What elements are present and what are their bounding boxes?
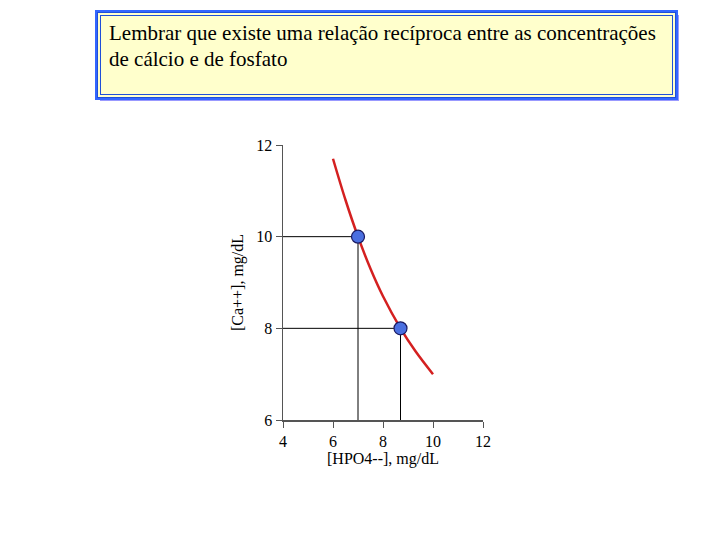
svg-text:6: 6 (264, 412, 272, 429)
svg-text:6: 6 (329, 433, 337, 450)
svg-text:8: 8 (264, 320, 272, 337)
svg-text:10: 10 (425, 433, 441, 450)
svg-text:12: 12 (475, 433, 491, 450)
svg-text:12: 12 (256, 137, 272, 154)
svg-text:10: 10 (256, 228, 272, 245)
svg-text:[HPO4--], mg/dL: [HPO4--], mg/dL (327, 450, 439, 468)
svg-text:4: 4 (279, 433, 287, 450)
svg-text:[Ca++], mg/dL: [Ca++], mg/dL (229, 234, 247, 331)
html-text:Lembrar que existe uma relação: Lembrar que existe uma relação recíproca… (109, 21, 656, 71)
svg-text:8: 8 (379, 433, 387, 450)
